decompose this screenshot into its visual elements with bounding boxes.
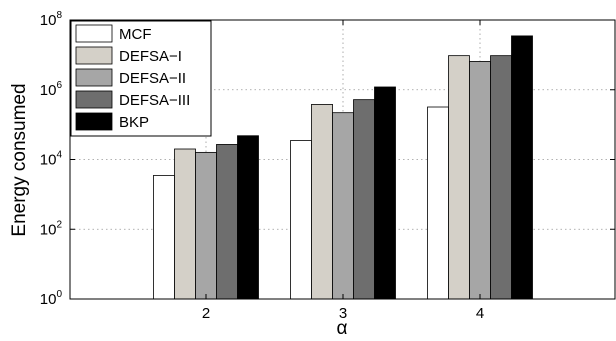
legend-label: DEFSA−II (119, 70, 186, 87)
y-tick-label: 108 (40, 10, 63, 29)
bar (354, 100, 375, 299)
x-tick-label: 4 (476, 305, 484, 322)
legend-swatch (76, 69, 112, 86)
bar (449, 56, 470, 299)
x-tick-label: 2 (202, 305, 210, 322)
bar (154, 175, 175, 299)
y-tick-label: 102 (40, 219, 63, 238)
bar (333, 113, 354, 299)
bar (375, 87, 396, 299)
bar (428, 107, 449, 299)
legend-swatch (76, 25, 112, 42)
legend-label: DEFSA−I (119, 48, 182, 65)
legend-swatch (76, 47, 112, 64)
bar (238, 136, 259, 299)
bar (291, 141, 312, 299)
y-tick-label: 104 (40, 150, 63, 169)
bar (196, 152, 217, 299)
legend-label: DEFSA−III (119, 92, 190, 109)
legend: MCF DEFSA−I DEFSA−II DEFSA−III BKP (71, 21, 211, 136)
y-axis-title: Energy consumed (9, 83, 30, 236)
legend-swatch (76, 91, 112, 108)
legend-label: MCF (119, 26, 152, 43)
bar (491, 56, 512, 299)
bar (470, 61, 491, 299)
y-tick-label: 106 (40, 80, 63, 99)
bar (175, 149, 196, 299)
legend-label: BKP (119, 114, 149, 131)
bar (217, 144, 238, 299)
x-axis-title: α (337, 318, 348, 339)
legend-swatch (76, 113, 112, 130)
y-tick-label: 100 (40, 289, 63, 308)
bar (512, 36, 533, 299)
bar (312, 104, 333, 299)
